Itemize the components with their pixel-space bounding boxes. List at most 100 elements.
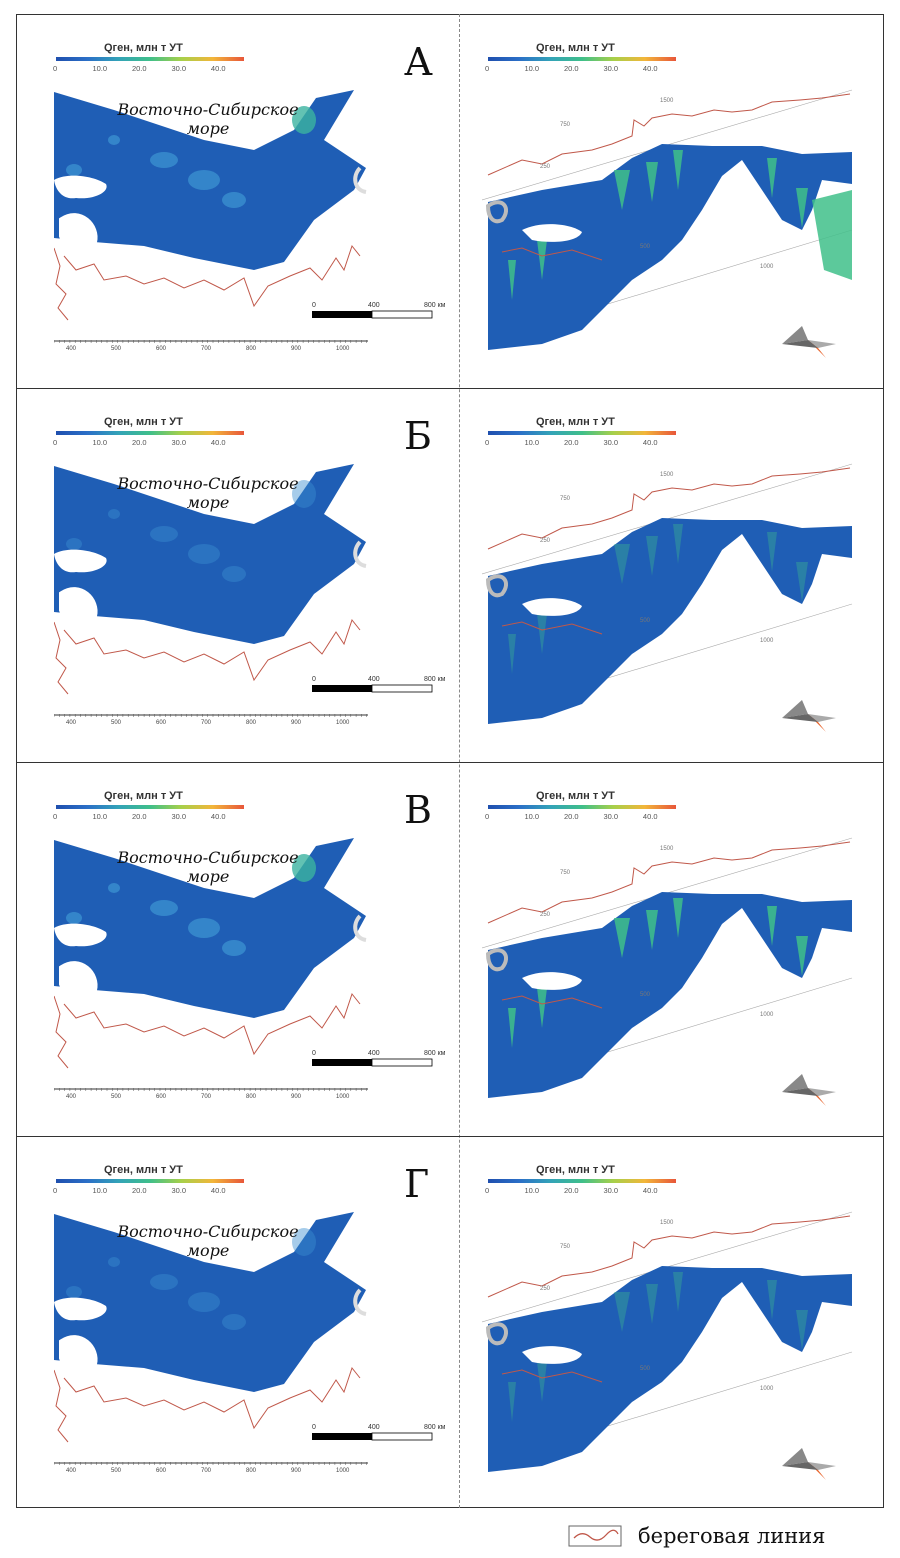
- qgen-peak: [673, 1272, 683, 1312]
- sea-label: Восточно-Сибирское: [117, 1222, 299, 1241]
- sea-map: [54, 90, 367, 321]
- color-scale-tick: 10.0: [524, 812, 540, 821]
- contour-label: 750: [560, 1244, 571, 1250]
- scale-bar-segment: [371, 1058, 433, 1067]
- scale-bar-label: 800 км: [424, 676, 446, 683]
- color-scale-tick: 0: [53, 1186, 58, 1195]
- coastline-3d: [487, 93, 851, 176]
- scale-bar-segment: [312, 1059, 372, 1066]
- x-axis-label: 700: [201, 346, 212, 352]
- x-axis-label: 800: [246, 1094, 257, 1100]
- qgen-anomaly: [66, 1286, 82, 1298]
- coastline: [63, 1366, 361, 1430]
- contour-label: 750: [560, 870, 571, 876]
- color-scale-tick: 0: [485, 812, 490, 821]
- color-scale-tick: 40.0: [210, 64, 226, 73]
- contour-label: 1000: [760, 638, 774, 644]
- sea-label: Восточно-Сибирское: [117, 848, 299, 867]
- legend-title: Qген, млн т УТ: [536, 416, 615, 428]
- orientation-arrow-icon: [782, 1074, 836, 1106]
- island-land: [522, 224, 582, 242]
- contour-label: 1500: [660, 98, 674, 104]
- qgen-anomaly: [188, 544, 220, 564]
- qgen-anomaly: [292, 480, 316, 508]
- qgen-anomaly: [150, 1274, 178, 1290]
- x-axis-label: 400: [66, 1468, 77, 1474]
- qgen-peak: [796, 936, 808, 976]
- color-scale-tick: 10.0: [92, 812, 108, 821]
- color-scale-tick: 0: [53, 438, 58, 447]
- color-scale-bar: [56, 57, 244, 61]
- color-scale-gradient: [56, 431, 244, 435]
- contour-label: 1000: [760, 264, 774, 270]
- coastline: [63, 244, 361, 308]
- island-land: [59, 961, 98, 998]
- orientation-arrow-part: [782, 714, 818, 722]
- qgen-peak: [673, 150, 683, 190]
- x-axis-label: 400: [66, 1094, 77, 1100]
- qgen-peak: [537, 614, 547, 654]
- color-scale-gradient: [488, 805, 676, 809]
- qgen-anomaly: [222, 192, 246, 208]
- x-axis-label: 500: [111, 720, 122, 726]
- qgen-peak: [646, 536, 658, 576]
- qgen-anomaly: [108, 135, 120, 145]
- panel-label: А: [404, 40, 433, 84]
- qgen-anomaly: [188, 170, 220, 190]
- color-scale-tick: 20.0: [131, 64, 147, 73]
- scale-bar-label: 800 км: [424, 302, 446, 309]
- qgen-peak: [673, 898, 683, 938]
- color-scale-tick: 20.0: [131, 1186, 147, 1195]
- contour-label: 750: [560, 122, 571, 128]
- qgen-peak: [646, 162, 658, 202]
- scale-bar-label: 0: [312, 1050, 316, 1057]
- coastline: [63, 992, 361, 1056]
- qgen-peak: [508, 634, 516, 674]
- qgen-surface: [488, 518, 852, 724]
- perspective-surface: [482, 1211, 853, 1472]
- contour-label: 250: [540, 538, 551, 544]
- orientation-arrow-icon: [782, 1448, 836, 1480]
- contour-label: 250: [540, 912, 551, 918]
- color-scale-gradient: [56, 57, 244, 61]
- panel-label: В: [404, 788, 432, 832]
- island-land: [522, 972, 582, 990]
- color-scale-tick: 20.0: [563, 1186, 579, 1195]
- color-scale-bar: [56, 805, 244, 809]
- row-separator: [16, 1136, 884, 1137]
- x-axis-label: 700: [201, 1468, 212, 1474]
- row-separator: [16, 762, 884, 763]
- color-scale-tick: 30.0: [171, 64, 187, 73]
- x-axis-label: 500: [111, 346, 122, 352]
- qgen-peak: [508, 1382, 516, 1422]
- x-axis-label: 800: [246, 1468, 257, 1474]
- land-outline: [353, 1288, 367, 1316]
- x-axis: [54, 1462, 368, 1465]
- sea-surface: [54, 464, 366, 644]
- scale-bar: [312, 1432, 433, 1441]
- orientation-arrow-part: [808, 1088, 836, 1096]
- island-land: [54, 549, 107, 573]
- qgen-peak: [673, 524, 683, 564]
- color-scale-tick: 20.0: [563, 64, 579, 73]
- island-land: [59, 1335, 98, 1372]
- color-scale-tick: 30.0: [171, 438, 187, 447]
- coastline-legend-label: береговая линия: [638, 1524, 826, 1548]
- orientation-arrow-part: [808, 714, 836, 722]
- perspective-surface: [482, 89, 853, 350]
- x-axis-label: 1000: [336, 1094, 350, 1100]
- qgen-peak: [508, 260, 516, 300]
- orientation-arrow-part: [782, 1462, 818, 1470]
- orientation-arrow-icon: [782, 700, 836, 732]
- scale-bar-segment: [371, 310, 433, 319]
- coastline-3d: [487, 1215, 851, 1298]
- scale-bar-label: 400: [368, 1050, 380, 1057]
- qgen-anomaly: [292, 106, 316, 134]
- legend-title: Qген, млн т УТ: [536, 42, 615, 54]
- land-outline: [485, 948, 508, 972]
- sea-label: море: [186, 119, 230, 138]
- qgen-peak: [614, 1292, 630, 1332]
- perspective-surface: [482, 837, 853, 1098]
- x-axis-label: 400: [66, 720, 77, 726]
- coastline-legend: береговая линия: [568, 1520, 888, 1554]
